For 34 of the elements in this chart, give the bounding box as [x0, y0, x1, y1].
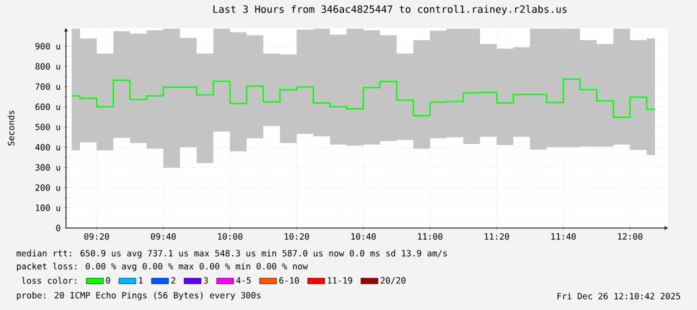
text: Fri Dec 26 12:10:42 2025: [558, 292, 680, 300]
legend-label: 4-5: [236, 277, 251, 284]
y-tick-label: 500 u: [36, 124, 60, 130]
x-tick-label: 09:40: [150, 233, 176, 240]
legend-label: 2: [171, 277, 176, 284]
legend-label: 20/20: [380, 277, 406, 284]
legend-label: 0: [106, 277, 110, 284]
y-axis-title: Seconds: [8, 110, 14, 146]
legend-label: 1: [139, 277, 143, 284]
text: median rtt: 650.9 us avg 737.1 us max 548.3 us min 587.0 us now 0.0 ms sd 13.9 am/s: [16, 250, 447, 258]
legend-label: 6-10: [279, 277, 299, 284]
legend-title: loss color:: [22, 277, 76, 284]
y-tick-label: 400 u: [35, 144, 60, 150]
y-tick-label: 800 u: [35, 63, 60, 70]
text: probe: 20 ICMP Echo Pings (56 Bytes) every 300s: [16, 292, 260, 300]
x-tick-label: 11:00: [418, 233, 442, 240]
y-tick-label: 300 u: [36, 164, 60, 171]
x-tick-label: 12:00: [618, 233, 642, 240]
x-tick-label: 09:20: [84, 233, 110, 240]
text: packet loss: 0.00 % avg 0.00 % max 0.00 % min 0.00 % now: [16, 262, 308, 272]
x-tick-label: 11:40: [551, 233, 576, 240]
y-tick-label: 600 u: [35, 104, 60, 110]
y-tick-label: 700 u: [36, 83, 60, 90]
y-tick-label: 0: [56, 224, 60, 232]
x-tick-label: 10:20: [284, 233, 310, 240]
chart-title: Last 3 Hours from 346ac4825447 to control1.rainey.r2labs.us: [213, 5, 567, 15]
x-tick-label: 10:40: [351, 233, 376, 240]
y-tick-label: 900 u: [35, 42, 60, 50]
legend-label: 11-19: [328, 277, 352, 284]
legend-label: 3: [204, 277, 208, 284]
x-tick-label: 11:20: [484, 233, 510, 240]
x-tick-label: 10:00: [218, 233, 242, 240]
y-tick-label: 100 u: [36, 204, 60, 212]
y-tick-label: 200 u: [36, 184, 60, 191]
